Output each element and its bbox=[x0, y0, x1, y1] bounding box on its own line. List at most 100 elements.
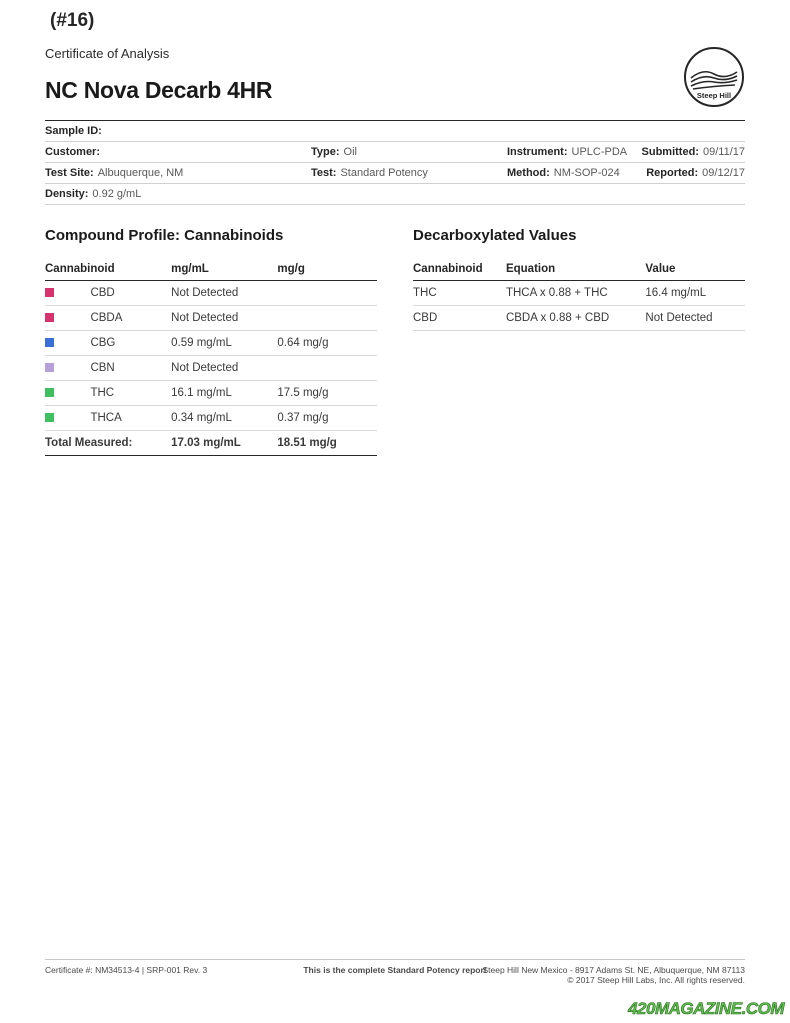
metadata-cell: Type:Oil bbox=[311, 146, 507, 158]
table-row: CBDNot Detected bbox=[45, 281, 377, 306]
watermark: 420MAGAZINE.COM bbox=[628, 999, 784, 1019]
metadata-row: Test Site: Albuquerque, NM Test: Standard P… bbox=[45, 163, 745, 184]
page-number: (#16) bbox=[50, 10, 745, 32]
color-swatch bbox=[45, 288, 54, 297]
footer-report-statement: This is the complete Standard Potency re… bbox=[303, 965, 486, 975]
metadata-row: Density: 0.92 g/mL bbox=[45, 184, 745, 205]
mgml-value: Not Detected bbox=[171, 281, 277, 306]
metadata-cell: Customer: bbox=[45, 146, 311, 158]
color-swatch bbox=[45, 338, 54, 347]
table-header: Cannabinoid bbox=[413, 258, 506, 281]
table-header: mg/g bbox=[277, 258, 377, 281]
mgg-value: 0.64 mg/g bbox=[277, 331, 377, 356]
mgml-value: 0.59 mg/mL bbox=[171, 331, 277, 356]
metadata-label: Customer: bbox=[45, 146, 100, 158]
table-row: CBDANot Detected bbox=[45, 306, 377, 331]
swatch-cell bbox=[45, 281, 90, 306]
total-label: Total Measured: bbox=[45, 431, 171, 456]
swatch-cell bbox=[45, 406, 90, 431]
color-swatch bbox=[45, 363, 54, 372]
certificate-title: Certificate of Analysis bbox=[45, 46, 683, 61]
svg-text:Steep Hill: Steep Hill bbox=[697, 91, 731, 100]
metadata-label: Type: bbox=[311, 146, 340, 158]
metadata-value: 09/11/17 bbox=[703, 146, 745, 158]
footer-address: Steep Hill New Mexico - 8917 Adams St. N… bbox=[482, 965, 745, 975]
mgml-value: Not Detected bbox=[171, 356, 277, 381]
steep-hill-logo: Steep Hill bbox=[683, 46, 745, 108]
metadata-value: NM-SOP-024 bbox=[554, 167, 620, 179]
decarb-name: CBD bbox=[413, 306, 506, 331]
footer-certificate-number: Certificate #: NM34513-4 | SRP-001 Rev. … bbox=[45, 965, 207, 975]
cannabinoid-name: CBG bbox=[90, 331, 171, 356]
mgg-value bbox=[277, 356, 377, 381]
metadata-row: Sample ID: bbox=[45, 121, 745, 142]
metadata-label: Method: bbox=[507, 167, 550, 179]
metadata-cell: Instrument: UPLC-PDA bbox=[507, 146, 661, 158]
decarb-table: CannabinoidEquationValue THCTHCA x 0.88 … bbox=[413, 258, 745, 331]
decarb-equation: THCA x 0.88 + THC bbox=[506, 281, 645, 306]
table-header: mg/mL bbox=[171, 258, 277, 281]
color-swatch bbox=[45, 413, 54, 422]
mgml-value: Not Detected bbox=[171, 306, 277, 331]
table-row: THC16.1 mg/mL17.5 mg/g bbox=[45, 381, 377, 406]
total-mgg: 18.51 mg/g bbox=[277, 431, 377, 456]
total-mgml: 17.03 mg/mL bbox=[171, 431, 277, 456]
color-swatch bbox=[45, 313, 54, 322]
metadata-label: Density: bbox=[45, 188, 88, 200]
cannabinoid-name: CBN bbox=[90, 356, 171, 381]
metadata-value: 0.92 g/mL bbox=[92, 188, 141, 200]
metadata-cell: Reported:09/12/17 bbox=[661, 167, 745, 179]
mgml-value: 16.1 mg/mL bbox=[171, 381, 277, 406]
decarb-equation: CBDA x 0.88 + CBD bbox=[506, 306, 645, 331]
cannabinoid-name: THC bbox=[90, 381, 171, 406]
metadata-value: 09/12/17 bbox=[702, 167, 745, 179]
decarb-name: THC bbox=[413, 281, 506, 306]
metadata-label: Test Site: bbox=[45, 167, 94, 179]
table-row: CBDCBDA x 0.88 + CBDNot Detected bbox=[413, 306, 745, 331]
page-footer: Certificate #: NM34513-4 | SRP-001 Rev. … bbox=[45, 959, 745, 985]
footer-copyright: © 2017 Steep Hill Labs, Inc. All rights … bbox=[482, 975, 745, 985]
metadata-cell: Submitted:09/11/17 bbox=[661, 146, 745, 158]
metadata-label: Instrument: bbox=[507, 146, 568, 158]
metadata-cell: Test Site: Albuquerque, NM bbox=[45, 167, 311, 179]
table-header: Cannabinoid bbox=[45, 258, 171, 281]
metadata-cell: Method: NM-SOP-024 bbox=[507, 167, 661, 179]
metadata-label: Test: bbox=[311, 167, 336, 179]
cannabinoid-name: CBDA bbox=[90, 306, 171, 331]
mgg-value bbox=[277, 306, 377, 331]
metadata-row: Customer: Type:OilInstrument: UPLC-PDA Subm… bbox=[45, 142, 745, 163]
metadata-label: Reported: bbox=[646, 167, 698, 179]
table-row: THCTHCA x 0.88 + THC16.4 mg/mL bbox=[413, 281, 745, 306]
swatch-cell bbox=[45, 331, 90, 356]
table-header: Value bbox=[645, 258, 745, 281]
swatch-cell bbox=[45, 306, 90, 331]
table-row: CBG0.59 mg/mL0.64 mg/g bbox=[45, 331, 377, 356]
table-row: THCA0.34 mg/mL0.37 mg/g bbox=[45, 406, 377, 431]
swatch-cell bbox=[45, 356, 90, 381]
swatch-cell bbox=[45, 381, 90, 406]
metadata-cell: Density: 0.92 g/mL bbox=[45, 188, 745, 200]
cannabinoid-name: THCA bbox=[90, 406, 171, 431]
total-row: Total Measured:17.03 mg/mL18.51 mg/g bbox=[45, 431, 377, 456]
table-row: CBNNot Detected bbox=[45, 356, 377, 381]
decarb-value: 16.4 mg/mL bbox=[645, 281, 745, 306]
product-title: NC Nova Decarb 4HR bbox=[45, 77, 683, 104]
metadata-cell: Test: Standard Potency bbox=[311, 167, 507, 179]
metadata-cell: Sample ID: bbox=[45, 125, 745, 137]
metadata-value: Standard Potency bbox=[340, 167, 427, 179]
mgml-value: 0.34 mg/mL bbox=[171, 406, 277, 431]
decarb-value: Not Detected bbox=[645, 306, 745, 331]
color-swatch bbox=[45, 388, 54, 397]
decarb-section-title: Decarboxylated Values bbox=[413, 227, 745, 244]
mgg-value: 17.5 mg/g bbox=[277, 381, 377, 406]
metadata-table: Sample ID: Customer: Type:OilInstrument: UP… bbox=[45, 120, 745, 205]
table-header: Equation bbox=[506, 258, 645, 281]
metadata-label: Sample ID: bbox=[45, 125, 102, 137]
metadata-value: UPLC-PDA bbox=[572, 146, 628, 158]
mgg-value bbox=[277, 281, 377, 306]
metadata-value: Albuquerque, NM bbox=[98, 167, 184, 179]
compound-section-title: Compound Profile: Cannabinoids bbox=[45, 227, 377, 244]
mgg-value: 0.37 mg/g bbox=[277, 406, 377, 431]
metadata-label: Submitted: bbox=[642, 146, 699, 158]
cannabinoid-name: CBD bbox=[90, 281, 171, 306]
